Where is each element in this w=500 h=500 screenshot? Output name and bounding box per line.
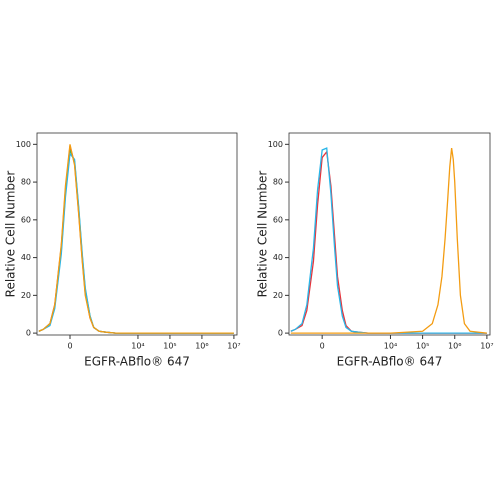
x-tick-label: 0 (320, 342, 325, 351)
x-tick-label: 10⁴ (131, 342, 144, 351)
x-tick-label: 10⁵ (416, 342, 429, 351)
y-tick-label: 60 (273, 215, 283, 224)
y-tick-label: 20 (21, 291, 31, 300)
y-tick-label: 0 (26, 329, 31, 338)
y-tick-label: 40 (21, 253, 31, 262)
x-tick-label: 10⁶ (448, 342, 461, 351)
x-tick-label: 0 (67, 342, 72, 351)
plot-frame (36, 132, 238, 336)
y-tick-label: 0 (278, 329, 283, 338)
y-tick-label: 80 (273, 178, 283, 187)
x-tick-label: 10⁷ (227, 342, 240, 351)
x-tick-label: 10⁶ (195, 342, 208, 351)
y-tick-label: 80 (21, 178, 31, 187)
histogram-line (38, 144, 234, 334)
y-tick-label: 100 (16, 140, 31, 149)
x-axis-title: EGFR-ABflo® 647 (337, 355, 443, 369)
x-tick-label: 10⁷ (480, 342, 493, 351)
y-axis-title: Relative Cell Number (256, 171, 270, 298)
y-tick-label: 100 (268, 140, 283, 149)
x-tick-label: 10⁵ (163, 342, 176, 351)
y-tick-label: 20 (273, 291, 283, 300)
x-tick-label: 10⁴ (384, 342, 397, 351)
x-axis-title: EGFR-ABflo® 647 (84, 355, 190, 369)
histogram-line (38, 152, 234, 334)
histogram-line (290, 148, 487, 334)
y-tick-label: 60 (21, 215, 31, 224)
y-tick-label: 40 (273, 253, 283, 262)
plot-frame (288, 132, 491, 336)
y-axis-title: Relative Cell Number (4, 171, 18, 298)
